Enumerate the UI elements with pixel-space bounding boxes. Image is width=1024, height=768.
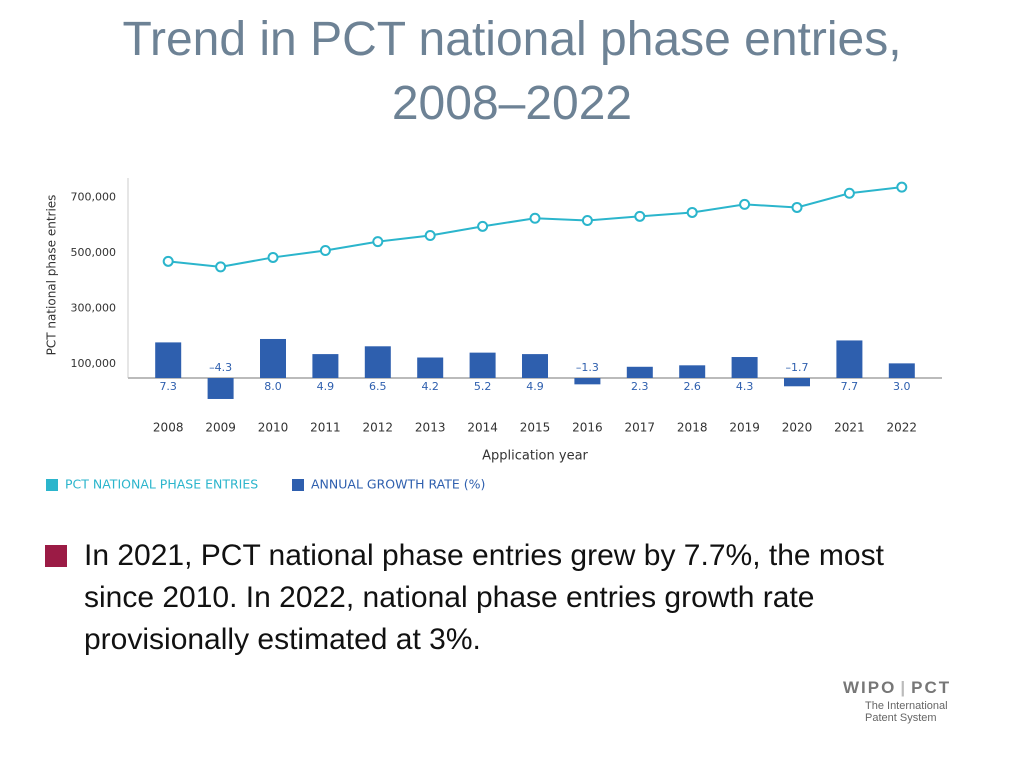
bar xyxy=(260,338,286,378)
x-tick-label: 2009 xyxy=(205,421,236,435)
x-tick-label: 2014 xyxy=(467,421,498,435)
point xyxy=(319,245,331,256)
data-label: –4.3 xyxy=(209,361,232,374)
data-label: 4.9 xyxy=(526,380,544,393)
data-label: 5.2 xyxy=(474,380,492,393)
data-label: 8.0 xyxy=(264,380,282,393)
bar xyxy=(731,357,758,378)
point xyxy=(634,210,646,222)
y-axis-label: PCT national phase entries xyxy=(45,195,59,356)
bar xyxy=(364,346,391,378)
point xyxy=(581,215,593,226)
x-tick-label: 2022 xyxy=(887,421,918,435)
point xyxy=(686,206,698,218)
point xyxy=(372,236,384,248)
bar xyxy=(155,342,182,378)
x-tick-label: 2015 xyxy=(520,421,551,435)
point xyxy=(162,255,174,267)
data-label: 4.3 xyxy=(736,380,754,393)
legend-swatch xyxy=(46,479,58,491)
logo-system: PCT xyxy=(911,678,952,697)
data-label: 3.0 xyxy=(893,380,911,393)
x-tick-label: 2017 xyxy=(625,421,656,435)
bar xyxy=(888,363,915,378)
y-tick-label: 500,000 xyxy=(71,246,117,259)
slide-title: Trend in PCT national phase entries, 200… xyxy=(122,13,902,130)
x-tick-label: 2013 xyxy=(415,421,446,435)
data-label: 2.6 xyxy=(683,380,701,393)
point xyxy=(267,251,279,263)
x-axis-label: Application year xyxy=(482,449,588,464)
data-label: 6.5 xyxy=(369,380,387,393)
legend-label: PCT NATIONAL PHASE ENTRIES xyxy=(65,477,258,492)
x-tick-label: 2021 xyxy=(834,421,865,435)
x-tick-label: 2012 xyxy=(363,421,394,435)
bar xyxy=(522,354,548,378)
bar xyxy=(469,352,496,378)
logo-line: Patent System xyxy=(865,712,937,724)
bar xyxy=(626,366,653,378)
data-label: 4.9 xyxy=(317,380,335,393)
legend-swatch xyxy=(292,479,304,491)
bullet xyxy=(45,545,67,567)
x-tick-label: 2020 xyxy=(782,421,813,435)
bar xyxy=(784,378,810,387)
y-tick-label: 100,000 xyxy=(71,357,117,370)
body-text: In 2021, PCT national phase entries grew… xyxy=(84,539,884,656)
bar xyxy=(574,378,601,385)
point xyxy=(739,198,751,210)
bar xyxy=(836,340,863,378)
bar xyxy=(207,378,234,399)
x-tick-label: 2010 xyxy=(258,421,289,435)
y-tick-label: 700,000 xyxy=(71,190,117,203)
data-label: 4.2 xyxy=(421,380,439,393)
data-label: –1.7 xyxy=(786,361,809,374)
x-tick-label: 2008 xyxy=(153,421,184,435)
bar xyxy=(312,354,339,378)
data-label: –1.3 xyxy=(576,361,599,374)
y-tick-label: 300,000 xyxy=(71,302,117,315)
point xyxy=(843,187,855,199)
point xyxy=(477,220,489,232)
line xyxy=(168,186,902,268)
point xyxy=(896,181,908,193)
bar xyxy=(679,365,706,378)
data-label: 7.7 xyxy=(841,380,859,393)
point xyxy=(215,261,227,273)
logo: WIPO | PCT The International Patent System xyxy=(843,678,952,724)
data-label: 2.3 xyxy=(631,380,649,393)
bar xyxy=(417,357,444,378)
point xyxy=(424,230,436,241)
x-tick-label: 2019 xyxy=(729,421,760,435)
x-tick-label: 2018 xyxy=(677,421,708,435)
x-tick-label: 2016 xyxy=(572,421,603,435)
legend-label: ANNUAL GROWTH RATE (%) xyxy=(311,477,485,492)
data-label: 7.3 xyxy=(159,380,177,393)
logo-line: The International xyxy=(865,700,948,712)
logo-org: WIPO xyxy=(843,678,897,697)
x-tick-label: 2011 xyxy=(310,421,341,435)
point xyxy=(791,201,803,213)
point xyxy=(529,212,541,224)
